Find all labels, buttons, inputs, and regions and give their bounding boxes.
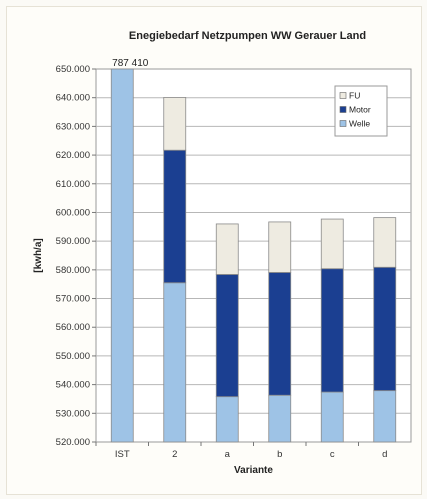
bar-segment-welle-a	[215, 396, 239, 443]
y-tick-label: 560.000	[56, 322, 90, 333]
y-tick-label: 570.000	[56, 294, 90, 305]
bar-segment-fu-2	[163, 97, 187, 151]
y-tick-label: 630.000	[56, 121, 90, 132]
bar-segment-motor-d	[373, 266, 397, 392]
y-tick-label: 640.000	[56, 93, 90, 104]
legend-swatch-welle	[339, 120, 347, 127]
x-tick-label: 2	[172, 449, 177, 460]
chart-title: Enegiebedarf Netzpumpen WW Gerauer Land	[129, 30, 366, 42]
bar-segment-welle-ist	[110, 68, 134, 443]
y-tick-label: 590.000	[56, 236, 90, 247]
y-tick-label: 580.000	[56, 265, 90, 276]
bar-segment-fu-a	[215, 223, 239, 275]
stacked-bar-chart: Enegiebedarf Netzpumpen WW Gerauer Land 5…	[33, 30, 412, 476]
bar-segment-welle-2	[163, 282, 187, 443]
y-tick-label: 550.000	[56, 351, 90, 362]
y-tick-label: 610.000	[56, 179, 90, 190]
bar-segment-motor-c	[320, 268, 344, 393]
bar-segment-fu-b	[268, 221, 292, 273]
x-tick-label: b	[277, 449, 282, 460]
legend-label-welle: Welle	[349, 119, 370, 129]
y-tick-label: 620.000	[56, 150, 90, 161]
legend-swatch-fu	[339, 92, 347, 99]
bar-segment-welle-d	[373, 390, 397, 443]
legend-label-motor: Motor	[349, 105, 371, 115]
legend-label-fu: FU	[349, 91, 360, 101]
x-tick-label: IST	[115, 449, 130, 460]
bar-segment-fu-c	[320, 218, 344, 270]
x-tick-label: a	[225, 449, 231, 460]
x-tick-label: c	[330, 449, 335, 460]
y-tick-label: 520.000	[56, 437, 90, 448]
legend-swatch-motor	[339, 106, 347, 113]
y-axis-label: [kwh/a]	[33, 238, 44, 272]
x-axis-label: Variante	[234, 465, 273, 476]
y-tick-label: 650.000	[56, 64, 90, 75]
bar-segment-welle-b	[268, 394, 292, 443]
bar-segment-motor-a	[215, 274, 239, 398]
x-tick-label: d	[382, 449, 387, 460]
bar-segment-motor-b	[268, 272, 292, 396]
bar-segment-motor-2	[163, 149, 187, 284]
y-tick-label: 600.000	[56, 207, 90, 218]
chart-frame: Enegiebedarf Netzpumpen WW Gerauer Land 5…	[6, 6, 422, 495]
bar-segment-welle-c	[320, 391, 344, 443]
data-label-ist: 787 410	[112, 58, 149, 69]
bar-segment-fu-d	[373, 217, 397, 268]
y-tick-label: 540.000	[56, 380, 90, 391]
y-tick-label: 530.000	[56, 408, 90, 419]
